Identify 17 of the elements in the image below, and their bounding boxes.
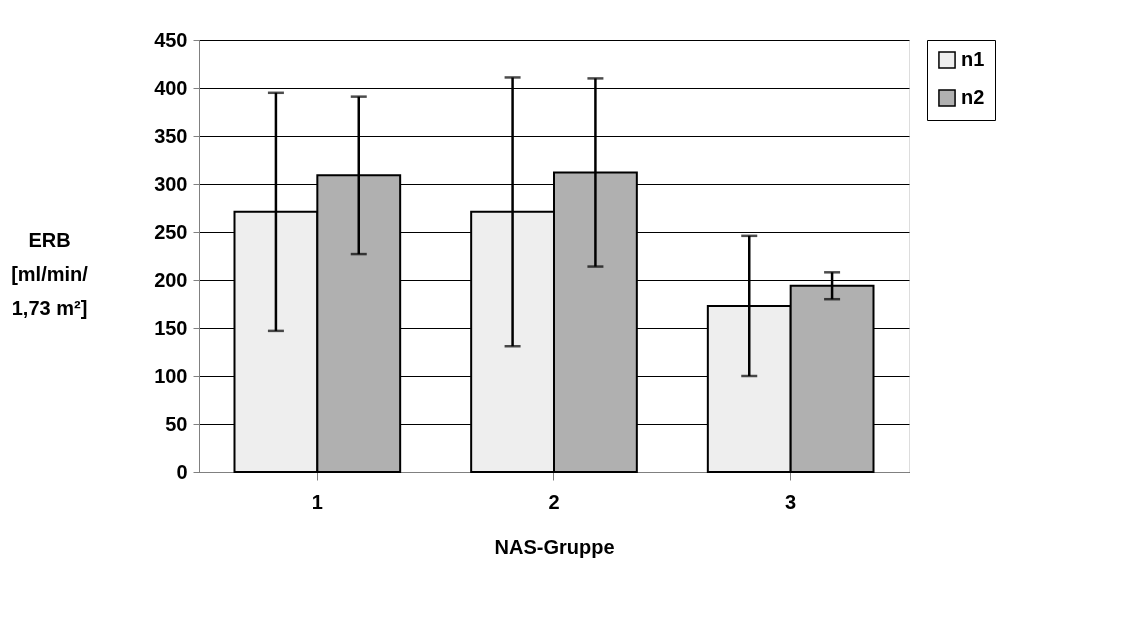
legend-label: n2 — [961, 86, 985, 108]
y-tick-label: 300 — [154, 172, 188, 195]
x-tick-label: 2 — [548, 490, 560, 513]
y-tick-label: 50 — [165, 412, 188, 435]
x-axis-title: NAS-Gruppe — [494, 535, 615, 558]
y-tick-label: 350 — [154, 124, 188, 147]
y-axis-title: ERB [ml/min/ 1,73 m²] — [11, 228, 89, 319]
y-tick-label: 150 — [154, 316, 188, 339]
y-tick-label: 200 — [154, 268, 188, 291]
y-tick-label: 400 — [154, 76, 188, 99]
legend-label: n1 — [961, 48, 985, 70]
y-tick-label: 450 — [154, 28, 188, 51]
y-tick-label: 0 — [176, 460, 188, 483]
y-tick-label: 100 — [154, 364, 188, 387]
x-tick-label: 1 — [311, 490, 323, 513]
y-tick-label: 250 — [154, 220, 188, 243]
x-tick-label: 3 — [785, 490, 797, 513]
